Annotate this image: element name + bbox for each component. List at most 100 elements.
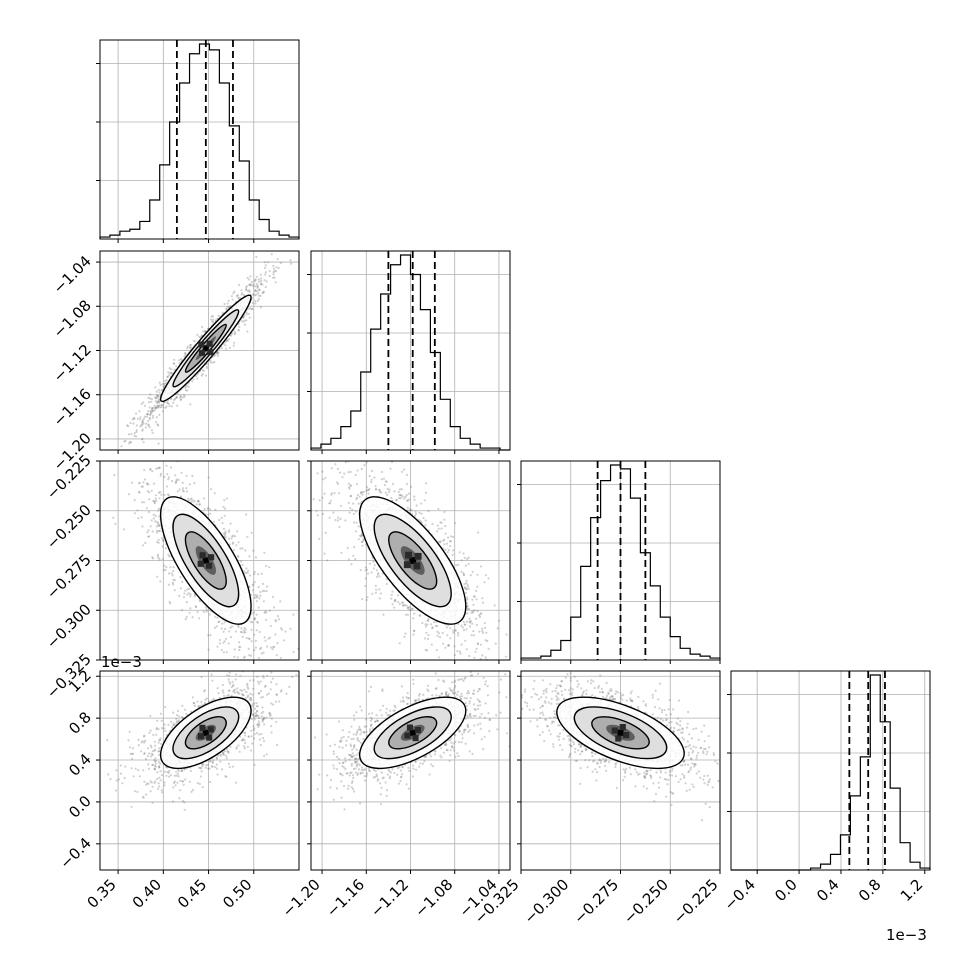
scatter-point	[419, 614, 422, 617]
scatter-point	[226, 339, 229, 342]
scatter-point	[326, 559, 329, 562]
scatter-point	[472, 634, 476, 637]
scatter-point	[174, 474, 177, 477]
scatter-point	[263, 754, 266, 758]
scatter-point	[256, 285, 259, 288]
scatter-point	[202, 610, 205, 613]
scatter-point	[167, 494, 170, 497]
scatter-point	[412, 617, 415, 620]
scatter-point	[344, 519, 347, 522]
scatter-point	[253, 280, 256, 283]
scatter-point	[245, 636, 248, 640]
scatter-point	[173, 368, 176, 371]
scatter-point	[170, 372, 173, 375]
scatter-point	[147, 423, 150, 426]
scatter-point	[150, 412, 153, 415]
scatter-point	[487, 577, 490, 580]
scatter-point	[142, 481, 145, 484]
scatter-point	[328, 502, 331, 505]
scatter-point	[246, 289, 250, 292]
scatter-point	[162, 539, 165, 542]
scatter-point	[159, 383, 162, 387]
scatter-point	[477, 531, 480, 534]
scatter-point	[467, 667, 469, 669]
scatter-point	[234, 332, 237, 335]
scatter-point	[239, 630, 242, 634]
scatter-point	[433, 663, 435, 665]
scatter-point	[261, 291, 264, 295]
scatter-point	[478, 630, 481, 633]
scatter-point	[124, 765, 127, 768]
scatter-point	[360, 534, 363, 537]
scatter-point	[240, 739, 243, 742]
density-core-cell	[405, 551, 412, 559]
scatter-point	[352, 554, 355, 557]
scatter-point	[157, 761, 160, 764]
scatter-point	[207, 634, 210, 637]
scatter-point	[153, 768, 156, 771]
scatter-point	[190, 500, 193, 504]
scatter-point	[393, 600, 396, 603]
scatter-point	[368, 487, 371, 491]
scatter-point	[149, 468, 152, 471]
scatter-point	[230, 334, 233, 337]
scatter-point	[141, 437, 144, 440]
scatter-point	[350, 484, 353, 487]
scatter-point	[256, 723, 259, 726]
scatter-point	[365, 568, 368, 571]
scatter-point	[255, 596, 258, 599]
scatter-point	[253, 733, 256, 736]
scatter-point	[473, 609, 476, 612]
scatter-point	[318, 537, 321, 540]
scatter-point	[223, 535, 226, 538]
scatter-point	[148, 731, 151, 734]
scatter-point	[156, 540, 159, 544]
scatter-point	[481, 631, 485, 635]
scatter-point	[253, 617, 256, 620]
density-core-cell	[207, 349, 214, 356]
scatter-point	[244, 549, 247, 552]
scatter-point	[245, 285, 248, 288]
scatter-point	[378, 489, 381, 492]
scatter-point	[464, 639, 467, 642]
scatter-point	[172, 578, 175, 581]
scatter-point	[189, 403, 192, 406]
scatter-point	[380, 491, 383, 494]
scatter-point	[158, 776, 161, 779]
scatter-point	[420, 502, 423, 505]
scatter-point	[348, 487, 351, 490]
scatter-point	[251, 703, 254, 706]
scatter-point	[262, 651, 265, 654]
scatter-point	[211, 679, 214, 682]
scatter-point	[252, 665, 254, 667]
scatter-point	[145, 783, 148, 786]
scatter-point	[405, 604, 408, 608]
scatter-point	[168, 600, 171, 604]
scatter-point	[140, 402, 143, 405]
scatter-point	[166, 473, 169, 476]
scatter-point	[157, 541, 160, 544]
scatter-point	[502, 672, 504, 674]
scatter-point	[254, 288, 257, 291]
scatter-point	[188, 611, 191, 614]
scatter-point	[191, 616, 194, 619]
density-core-cell	[197, 560, 204, 567]
scatter-point	[177, 719, 180, 722]
scatter-point	[172, 401, 175, 404]
scatter-point	[183, 352, 187, 355]
scatter-point	[233, 330, 236, 333]
scatter-point	[161, 403, 164, 407]
scatter-point	[149, 525, 152, 528]
scatter-point	[479, 664, 481, 666]
scatter-point	[160, 493, 163, 496]
scatter-point	[130, 432, 133, 436]
scatter-point	[173, 397, 177, 400]
scatter-point	[224, 533, 227, 536]
scatter-point	[321, 470, 324, 473]
scatter-point	[366, 572, 370, 575]
scatter-point	[187, 587, 190, 591]
scatter-point	[140, 516, 143, 519]
scatter-point	[136, 509, 139, 512]
scatter-point	[172, 569, 175, 573]
scatter-point	[155, 390, 158, 393]
